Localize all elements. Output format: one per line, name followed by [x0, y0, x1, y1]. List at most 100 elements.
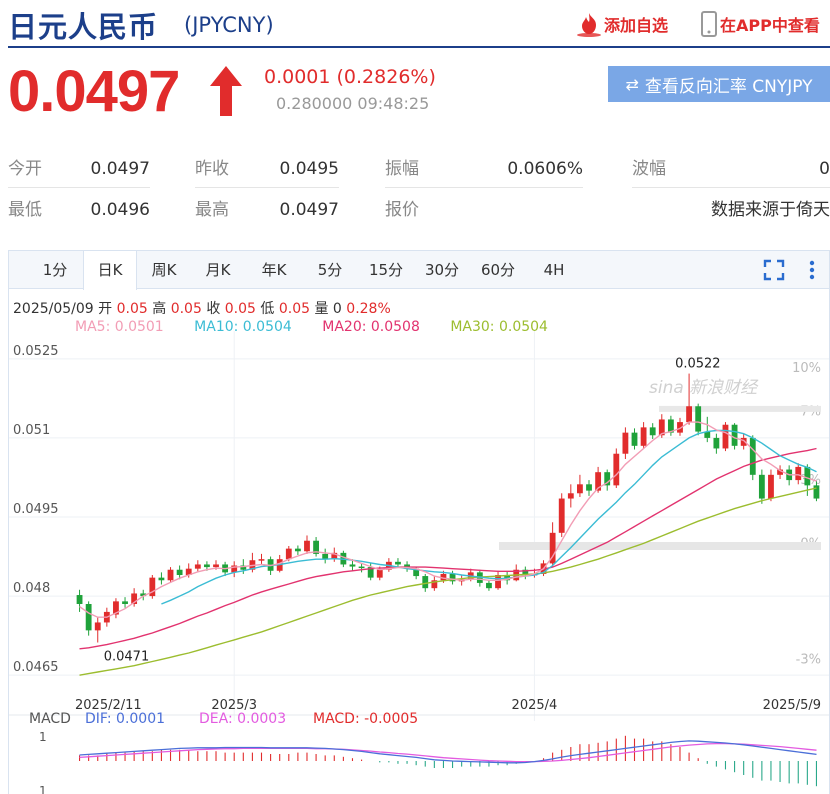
tab-monthly-k[interactable]: 月K	[205, 261, 231, 279]
candle-body	[640, 427, 647, 446]
quote-row: 0.0497 0.0001 (0.2826%) 0.280000 09:48:2…	[8, 56, 830, 136]
macd-label: MACD	[29, 711, 71, 727]
ma20-line	[79, 447, 817, 650]
stat-value: 0.0495	[279, 159, 339, 179]
candle-body	[558, 498, 565, 533]
x-tick-label: 2025/4	[512, 698, 558, 713]
candle-body	[294, 548, 301, 552]
candle-body	[613, 453, 620, 486]
tab-yearly-k[interactable]: 年K	[261, 261, 287, 279]
macd-tick-label: 1	[39, 784, 47, 794]
tab-30min[interactable]: 30分	[424, 261, 460, 279]
ma5-line	[79, 421, 817, 618]
more-options-icon[interactable]	[801, 259, 823, 281]
candle-body	[185, 568, 192, 575]
candle-body	[322, 553, 329, 560]
candle-body	[622, 432, 629, 454]
candle-body	[395, 561, 401, 565]
candle-body	[740, 437, 747, 446]
swap-icon: ⇄	[625, 74, 639, 94]
reverse-rate-label: 查看反向汇率 CNYJPY	[644, 76, 813, 97]
stat-value: 0.0497	[90, 159, 150, 179]
view-in-app-link[interactable]: 在APP中查看	[698, 10, 820, 38]
info-vol: 0	[332, 301, 342, 317]
stat-source: 数据来源于倚天	[632, 191, 830, 229]
candle-body	[486, 582, 492, 589]
candle-body	[658, 419, 665, 436]
tab-1min[interactable]: 1分	[42, 261, 68, 279]
tab-4h[interactable]: 4H	[543, 261, 565, 279]
max-price-label: 0.0522	[675, 357, 721, 372]
candle-info: 2025/05/09 开 0.05 高 0.05 收 0.05 低 0.05 量…	[13, 298, 391, 318]
info-vol-label: 量	[314, 301, 329, 317]
candle-body	[149, 577, 156, 597]
candle-body	[385, 561, 392, 570]
candle-body	[595, 472, 602, 491]
stat-quote: 报价	[385, 191, 583, 229]
tab-15min[interactable]: 15分	[368, 261, 404, 279]
candle-body	[194, 564, 201, 569]
candle-body	[458, 579, 465, 582]
candle-body	[276, 559, 283, 571]
candle-body	[758, 474, 765, 499]
tab-5min[interactable]: 5分	[317, 261, 343, 279]
candle-body	[213, 564, 219, 568]
ma10-line	[161, 429, 817, 605]
candle-body	[586, 484, 592, 491]
stat-value: 0.0497	[279, 200, 339, 220]
info-pct: 0.28%	[346, 301, 391, 317]
candle-body	[449, 573, 456, 582]
candle-body	[331, 552, 338, 560]
candle-body	[376, 569, 383, 578]
candle-body	[222, 564, 229, 573]
y-tick-label: 0.051	[13, 423, 50, 438]
stat-label: 最高	[195, 200, 229, 220]
candle-body	[567, 493, 574, 499]
candle-body	[404, 564, 410, 569]
y-tick-label: 0.0525	[13, 344, 59, 359]
ma30-line	[79, 487, 817, 676]
x-tick-label: 2025/3	[211, 698, 257, 713]
add-favorite-button[interactable]: 添加自选	[574, 10, 668, 38]
candle-body	[713, 437, 720, 449]
price-change: 0.0001 (0.2826%)	[264, 66, 436, 88]
pct-tick-label: -3%	[796, 652, 821, 667]
candle-body	[313, 540, 319, 554]
candle-body	[513, 569, 520, 581]
tab-daily-k[interactable]: 日K	[83, 251, 137, 290]
pct-tick-label: 0%	[800, 536, 821, 551]
stat-label: 报价	[385, 200, 419, 220]
view-in-app-label: 在APP中查看	[720, 16, 820, 35]
info-date: 2025/05/09	[13, 301, 94, 317]
candle-body	[604, 472, 611, 486]
y-tick-label: 0.0495	[13, 502, 59, 517]
candle-body	[704, 431, 711, 438]
min-price-label: 0.0471	[104, 649, 149, 664]
stat-value: 0.0606%	[507, 159, 583, 179]
candle-body	[768, 474, 774, 499]
candle-body	[522, 569, 529, 575]
candle-body	[204, 564, 210, 568]
info-close-label: 收	[206, 301, 221, 317]
stat-high: 最高 0.0497	[195, 191, 339, 229]
stat-label: 昨收	[195, 159, 229, 179]
quote-timestamp: 0.280000 09:48:25	[276, 94, 430, 113]
tab-weekly-k[interactable]: 周K	[151, 261, 177, 279]
candle-body	[304, 540, 310, 552]
candle-body	[777, 469, 783, 475]
candle-body	[786, 469, 793, 481]
info-close: 0.05	[224, 301, 256, 317]
period-tabs: 1分 日K 周K 月K 年K 5分 15分 30分 60分 4H	[9, 251, 829, 290]
candle-body	[249, 560, 256, 570]
reverse-rate-button[interactable]: ⇄ 查看反向汇率 CNYJPY	[608, 66, 830, 102]
candle-body	[340, 552, 347, 565]
stat-label: 今开	[8, 159, 42, 179]
tab-60min[interactable]: 60分	[480, 261, 516, 279]
stat-value: 0.0496	[90, 200, 150, 220]
candle-body	[467, 572, 474, 580]
fullscreen-icon[interactable]	[763, 259, 785, 281]
x-tick-label: 2025/5/9	[763, 698, 821, 713]
candle-body	[167, 569, 174, 581]
dif-line	[79, 740, 817, 764]
macd-tick-label: 1	[39, 730, 47, 744]
